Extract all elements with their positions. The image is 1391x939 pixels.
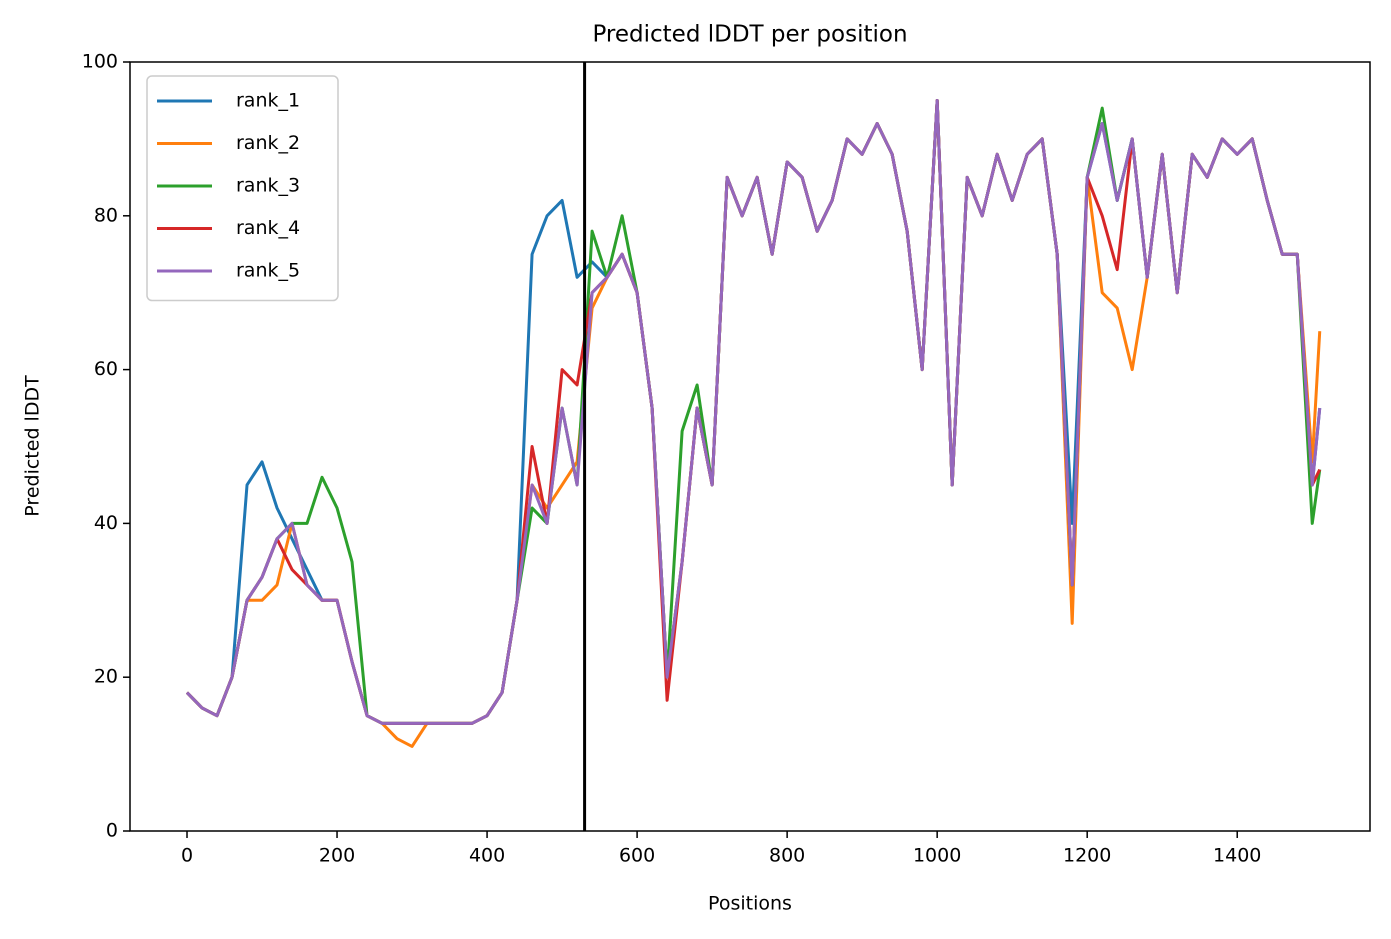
x-tick-label: 200 [319,845,355,867]
legend-box [146,75,339,302]
x-tick-label: 0 [181,845,193,867]
x-tick-label: 1200 [1063,845,1111,867]
y-tick-label: 60 [94,358,118,380]
line-series [185,98,1322,725]
legend-label: rank_1 [236,90,300,112]
legend-label: rank_2 [236,132,300,154]
chart-title: Predicted lDDT per position [592,22,907,48]
line-series [185,98,1322,748]
y-tick-label: 20 [94,666,118,688]
x-tick-label: 800 [769,845,805,867]
y-tick-label: 40 [94,512,118,534]
x-tick-label: 1000 [913,845,961,867]
x-tick-label: 400 [469,845,505,867]
y-axis-label: Predicted lDDT [22,375,44,517]
line-series [185,98,1322,725]
y-tick-label: 0 [106,820,118,842]
y-tick-label: 80 [94,204,118,226]
x-axis-label: Positions [708,893,792,915]
y-tick-label: 100 [82,51,118,73]
legend-label: rank_4 [236,217,300,239]
legend-label: rank_5 [236,260,300,282]
x-tick-label: 600 [619,845,655,867]
line-series [185,98,1322,725]
x-tick-label: 1400 [1213,845,1261,867]
legend-label: rank_3 [236,175,300,197]
line-series [185,98,1322,725]
plot-frame [129,61,1371,832]
